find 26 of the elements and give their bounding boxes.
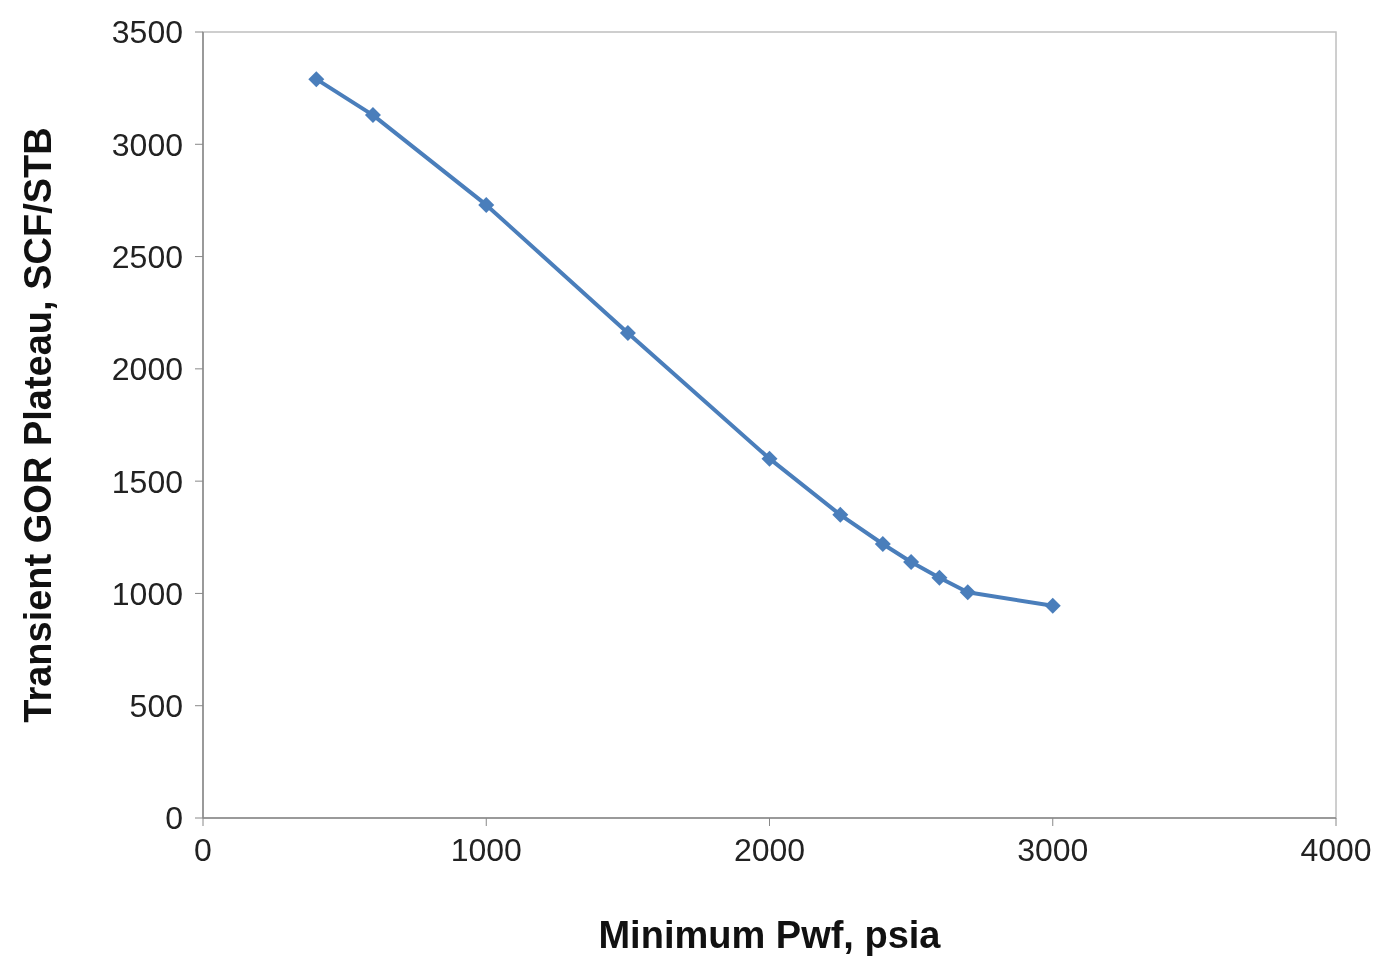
x-tick-label: 4000	[1300, 831, 1372, 868]
point	[308, 71, 325, 88]
point	[903, 553, 920, 570]
y-tick-label: 3500	[111, 14, 183, 51]
point	[931, 569, 948, 586]
x-tick-label: 0	[194, 831, 212, 868]
x-tick-label: 2000	[733, 831, 806, 868]
y-tick-label: 500	[129, 688, 183, 725]
point	[364, 107, 381, 124]
point	[832, 506, 849, 523]
point	[874, 536, 891, 553]
point	[959, 584, 976, 601]
x-tick-label: 1000	[450, 831, 522, 868]
y-tick-label: 1000	[111, 575, 183, 612]
y-axis-title: Transient GOR Plateau, SCF/STB	[17, 127, 60, 723]
point	[478, 196, 495, 213]
point	[761, 450, 778, 467]
y-tick-label: 3000	[111, 126, 183, 163]
y-tick-label: 2500	[111, 238, 183, 275]
y-tick-label: 0	[165, 800, 183, 837]
y-tick-label: 2000	[111, 351, 183, 388]
x-axis-title: Minimum Pwf, psia	[598, 914, 942, 956]
y-tick-label: 1500	[111, 463, 183, 500]
x-tick-label: 3000	[1017, 831, 1089, 868]
point	[1044, 597, 1061, 614]
point	[619, 324, 636, 341]
